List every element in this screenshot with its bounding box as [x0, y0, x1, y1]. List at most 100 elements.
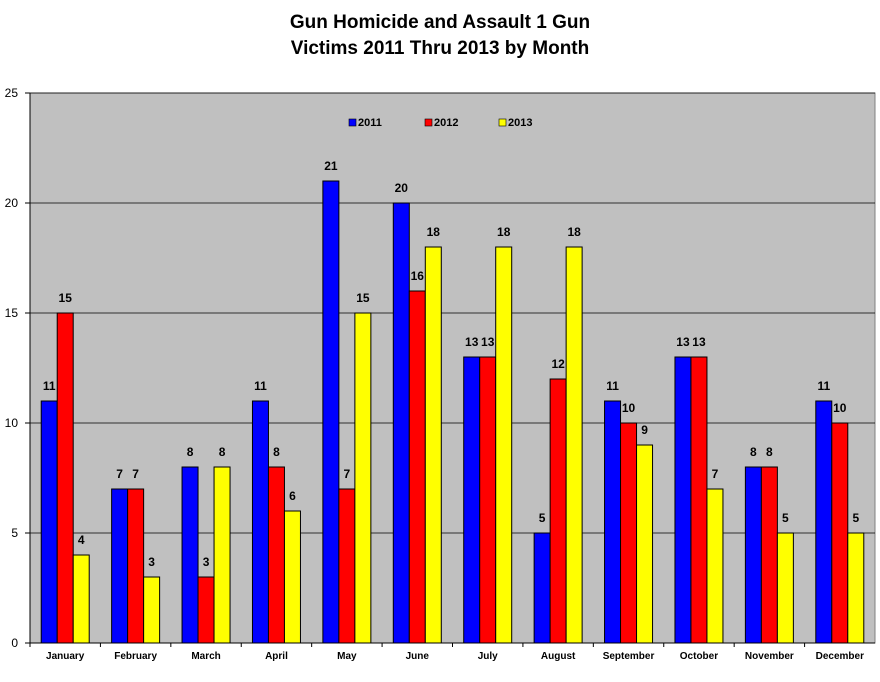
data-label: 7: [132, 467, 139, 481]
bar-2012: [267, 466, 285, 644]
bar-2012: [197, 576, 215, 644]
bar-2011: [744, 466, 762, 644]
data-label: 8: [187, 445, 194, 459]
x-tick-label: December: [816, 651, 864, 662]
bar-2013: [636, 444, 654, 644]
bar-2012: [56, 312, 74, 644]
bar-2011: [251, 400, 269, 644]
bar-2012: [690, 356, 708, 644]
legend-label: 2013: [508, 117, 532, 129]
bar-2011: [674, 356, 692, 644]
data-label: 15: [356, 291, 370, 305]
bar-2011: [463, 356, 481, 644]
x-tick-label: February: [114, 651, 157, 662]
chart-title: Gun Homicide and Assault 1 Gun Victims 2…: [0, 10, 880, 62]
y-tick-label: 0: [11, 636, 18, 650]
data-label: 7: [116, 467, 123, 481]
data-label: 10: [833, 401, 847, 415]
x-tick-label: August: [541, 651, 576, 662]
bar-2011: [604, 400, 622, 644]
data-label: 13: [465, 335, 479, 349]
bar-2013: [424, 246, 442, 644]
x-tick-label: November: [745, 651, 794, 662]
data-label: 10: [622, 401, 636, 415]
x-tick-label: May: [337, 651, 357, 662]
data-label: 5: [782, 511, 789, 525]
data-label: 6: [289, 489, 296, 503]
bar-2013: [283, 510, 301, 644]
bar-2012: [408, 290, 426, 644]
x-tick-label: March: [191, 651, 220, 662]
data-label: 8: [766, 445, 773, 459]
bar-2013: [213, 466, 231, 644]
data-label: 13: [692, 335, 706, 349]
y-tick-label: 15: [5, 306, 19, 320]
bar-2011: [533, 532, 551, 644]
bar-2012: [620, 422, 638, 644]
data-label: 11: [817, 379, 830, 393]
bar-2011: [111, 488, 129, 644]
data-label: 8: [750, 445, 757, 459]
bar-2013: [354, 312, 372, 644]
data-label: 5: [539, 511, 546, 525]
data-label: 5: [852, 511, 859, 525]
legend-label: 2011: [358, 117, 382, 129]
data-label: 8: [273, 445, 280, 459]
chart-title-line-2: Victims 2011 Thru 2013 by Month: [290, 38, 590, 59]
bar-2013: [776, 532, 794, 644]
data-label: 16: [411, 269, 425, 283]
data-label: 9: [641, 423, 648, 437]
data-label: 3: [148, 555, 155, 569]
data-label: 11: [254, 379, 267, 393]
data-label: 11: [43, 379, 56, 393]
plot-area: [29, 92, 876, 644]
bar-2013: [143, 576, 161, 644]
bar-2012: [549, 378, 567, 644]
bar-2013: [565, 246, 583, 644]
x-tick-label: July: [478, 651, 498, 662]
data-label: 8: [219, 445, 226, 459]
x-tick-label: January: [46, 651, 85, 662]
y-tick-label: 25: [5, 86, 19, 100]
data-label: 20: [395, 181, 409, 195]
data-label: 21: [324, 159, 338, 173]
legend-swatch-2012: [424, 118, 433, 127]
data-label: 7: [712, 467, 719, 481]
data-label: 11: [606, 379, 619, 393]
x-tick-label: June: [406, 651, 430, 662]
data-label: 18: [567, 225, 581, 239]
bar-2013: [847, 532, 865, 644]
y-tick-label: 10: [5, 416, 19, 430]
data-label: 3: [203, 555, 210, 569]
x-tick-label: October: [680, 651, 718, 662]
bar-2012: [338, 488, 356, 644]
data-label: 4: [78, 533, 85, 547]
x-tick-label: April: [265, 651, 288, 662]
bar-2012: [760, 466, 778, 644]
data-label: 13: [481, 335, 495, 349]
bar-2013: [706, 488, 724, 644]
legend-swatch-2011: [348, 118, 357, 127]
bar-2012: [831, 422, 849, 644]
bar-2011: [181, 466, 199, 644]
legend-label: 2012: [434, 117, 458, 129]
data-label: 13: [676, 335, 690, 349]
bar-2011: [322, 180, 340, 644]
data-label: 18: [427, 225, 441, 239]
x-tick-label: September: [603, 651, 655, 662]
bar-2013: [72, 554, 90, 644]
bar-2011: [815, 400, 833, 644]
data-label: 12: [551, 357, 565, 371]
bar-2012: [127, 488, 145, 644]
chart-title-line-1: Gun Homicide and Assault 1 Gun: [289, 12, 591, 33]
data-label: 18: [497, 225, 511, 239]
bar-2013: [495, 246, 513, 644]
bar-2011: [40, 400, 58, 644]
bar-2011: [392, 202, 410, 644]
legend-swatch-2013: [498, 118, 507, 127]
bar-2012: [479, 356, 497, 644]
y-tick-label: 5: [11, 526, 18, 540]
data-label: 15: [59, 291, 73, 305]
